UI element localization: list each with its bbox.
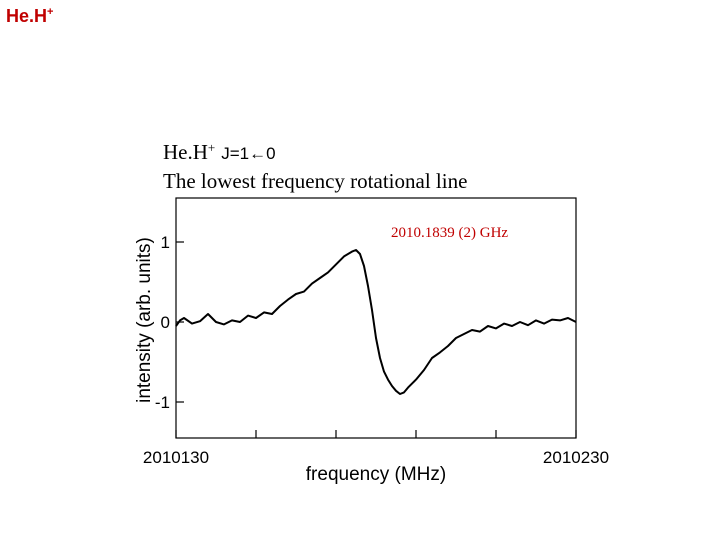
heading-transition: J=1←0	[221, 144, 276, 163]
chart-heading-line1: He.H+ J=1←0	[163, 140, 276, 165]
heading-charge: +	[207, 140, 216, 155]
x-tick-label: 2010130	[143, 448, 209, 467]
y-axis-title: intensity (arb. units)	[134, 237, 155, 403]
heading-species: He.H	[163, 140, 208, 164]
x-axis-title: frequency (MHz)	[306, 464, 446, 485]
slide-title: He.H+	[6, 6, 54, 26]
y-tick-label: 1	[161, 233, 170, 252]
chart-heading-line2: The lowest frequency rotational line	[163, 169, 468, 193]
center-frequency-annotation: 2010.1839 (2) GHz	[391, 225, 508, 241]
x-tick-label: 2010230	[543, 448, 609, 467]
plot-frame	[175, 197, 577, 439]
y-ticks: 1 0 -1	[155, 233, 184, 412]
y-tick-label: -1	[155, 393, 170, 412]
y-tick-label: 0	[161, 313, 170, 332]
spectrum-series-line	[175, 249, 577, 395]
x-ticks: 2010130 2010230	[143, 430, 609, 467]
